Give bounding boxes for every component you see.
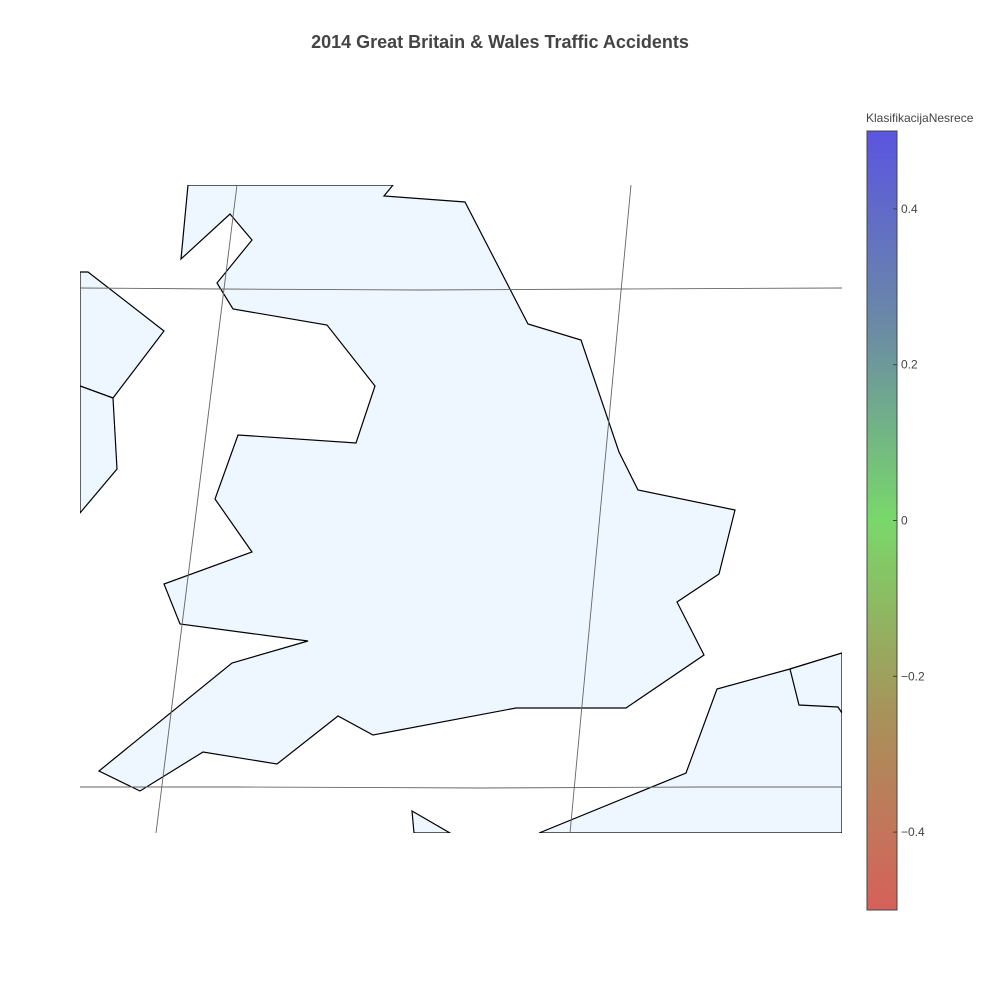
graticule-parallel-north	[80, 287, 842, 291]
graticule-parallel-south	[80, 786, 842, 789]
colorbar-tick-label: 0.4	[901, 202, 918, 216]
colorbar-title: KlasifikacijaNesrece	[866, 111, 974, 125]
graticule-meridian-east	[569, 185, 632, 833]
colorbar-ticks: 0.4 0.2 0 −0.2 −0.4	[893, 202, 925, 839]
colorbar-gradient	[866, 130, 898, 911]
brittany-landmass	[411, 809, 452, 833]
colorbar-tick-label: −0.4	[901, 825, 925, 839]
colorbar-tick-label: −0.2	[901, 669, 925, 683]
chart-title: 2014 Great Britain & Wales Traffic Accid…	[311, 32, 689, 52]
belgium-landmass	[789, 652, 842, 715]
colorbar-tick-label: 0.2	[901, 358, 918, 372]
great-britain-landmass	[97, 185, 736, 792]
graticule-meridian-west	[155, 185, 238, 833]
northern-ireland-landmass	[80, 271, 165, 399]
colorbar-tick-label: 0	[901, 514, 908, 528]
colorbar: KlasifikacijaNesrece 0.4 0.2 0 −0.2 −0.4	[866, 111, 974, 911]
ireland-landmass	[80, 385, 118, 514]
geo-area[interactable]	[80, 185, 842, 833]
